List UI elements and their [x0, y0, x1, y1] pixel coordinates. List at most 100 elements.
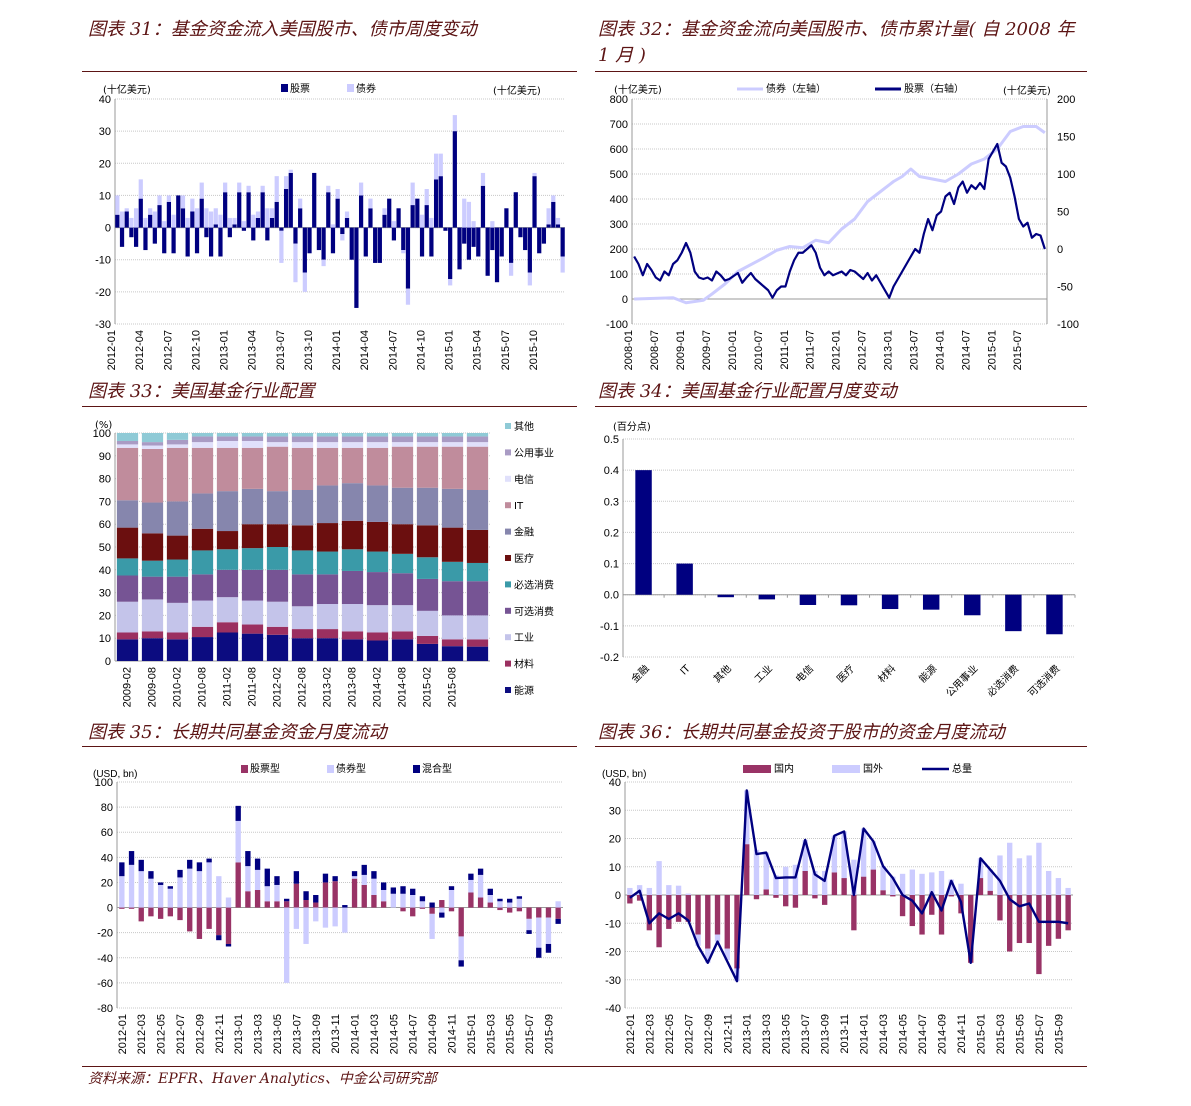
- c36-xtick-label: 2012-05: [664, 1014, 676, 1054]
- c33-bar-segment: [216, 440, 239, 448]
- c35-bar-segment: [138, 859, 144, 872]
- c33-bar-segment: [116, 632, 139, 640]
- c33-bar-segment: [441, 646, 464, 661]
- c35-xtick-label: 2014-09: [427, 1014, 439, 1054]
- c35-xtick-label: 2013-07: [291, 1014, 303, 1054]
- c34-xtick-label: 工业: [752, 663, 775, 686]
- c35-bar-segment: [235, 820, 241, 863]
- c31-ylabel: (十亿美元): [103, 83, 151, 96]
- c32-series-line-bond: [634, 125, 1046, 305]
- c35-bar-segment: [157, 882, 164, 885]
- c33-bar-segment: [466, 615, 489, 640]
- c31-ytick-label: 30: [99, 126, 111, 138]
- c31-bar-segment: [166, 201, 172, 228]
- c31-bar-segment: [223, 192, 228, 228]
- c35-xtick-label: 2013-03: [253, 1014, 265, 1054]
- c36-bar-segment: [1026, 855, 1032, 895]
- c33-bar-segment: [141, 442, 164, 446]
- c33-bar-segment: [191, 447, 214, 494]
- c34-xtick-label: 医疗: [834, 662, 857, 685]
- c35-xtick-label: 2012-07: [175, 1014, 187, 1054]
- c33-ytick-label: 30: [99, 588, 111, 600]
- c31-xtick-label: 2013-04: [247, 330, 259, 370]
- c32-ytick-right-label: 0: [1057, 244, 1063, 256]
- c33-ytick-label: 100: [93, 428, 111, 440]
- c33-bar-segment: [216, 491, 239, 532]
- c31-bar-segment: [274, 201, 279, 228]
- c36-xtick-label: 2014-05: [898, 1014, 910, 1054]
- c31-bar-segment: [490, 221, 495, 228]
- c33-bar-segment: [441, 615, 464, 640]
- c33-bar-segment: [366, 442, 389, 448]
- c33-bar-segment: [166, 639, 189, 661]
- c33-bar-segment: [216, 549, 239, 570]
- c33-legend-label: 金融: [514, 526, 534, 539]
- c31-bar-segment: [508, 227, 514, 263]
- c31-xtick-label: 2012-10: [190, 330, 202, 370]
- c36-bar-segment: [773, 895, 779, 898]
- c35-bar-segment: [235, 805, 241, 821]
- c33-bar-segment: [241, 433, 264, 437]
- c31-bar-segment: [129, 217, 134, 228]
- c35-bar-segment: [119, 876, 125, 908]
- c31-bar-segment: [213, 208, 218, 225]
- c34-bar: [881, 594, 899, 610]
- c35-ytick-label: -60: [97, 978, 113, 990]
- c33-bar-segment: [441, 446, 464, 489]
- c35-bar-segment: [536, 907, 542, 918]
- c33-legend-label: IT: [514, 501, 524, 512]
- c33-bar-segment: [466, 436, 489, 443]
- c36-bar-segment: [1007, 842, 1013, 895]
- c31-xtick-label: 2015-01: [444, 330, 456, 370]
- c36-bar-segment: [763, 889, 769, 895]
- c35-xtick-label: 2014-05: [388, 1014, 400, 1054]
- c33-bar-segment: [216, 447, 239, 492]
- c35-bar-segment: [361, 884, 367, 908]
- c31-bar-segment: [190, 211, 195, 228]
- c33-bar-segment: [391, 487, 414, 525]
- c33-legend-label: 电信: [514, 473, 534, 486]
- c35-bar-segment: [448, 886, 455, 890]
- c35-ytick-label: 60: [101, 827, 113, 839]
- c36-bar-segment: [763, 852, 769, 890]
- c31-bar-segment: [330, 224, 336, 228]
- c31-bar-segment: [143, 217, 148, 228]
- c33-legend-swatch: [505, 449, 511, 456]
- c33-bar-segment: [391, 436, 414, 443]
- c31-bar-segment: [391, 227, 397, 241]
- c36-xtick-label: 2014-09: [937, 1014, 949, 1054]
- c31-bar-segment: [405, 288, 411, 305]
- c31-bar-segment: [129, 227, 134, 238]
- c31-bar-segment: [523, 227, 528, 251]
- c33-bar-segment: [241, 440, 264, 448]
- c31-bar-segment: [480, 185, 486, 228]
- c36-bar-segment: [666, 895, 672, 929]
- c33-bar-segment: [341, 604, 364, 632]
- c31-bar-segment: [162, 221, 167, 228]
- c35-bar-segment: [167, 886, 173, 889]
- c33-ytick-label: 20: [99, 610, 111, 622]
- c33-bar-segment: [191, 550, 214, 575]
- c35-bar-segment: [245, 851, 251, 867]
- c36-bar-segment: [1007, 895, 1013, 952]
- c35-xtick-label: 2015-09: [543, 1014, 555, 1054]
- c32-ytick-right-label: 200: [1057, 94, 1075, 106]
- c31-bar-segment: [269, 217, 275, 228]
- c31-bar-segment: [326, 192, 331, 228]
- chart-35-title-rule: [82, 746, 577, 747]
- c35-bar-segment: [419, 907, 426, 909]
- c35-ytick-label: -80: [97, 1003, 113, 1015]
- c33-bar-segment: [441, 561, 464, 582]
- c35-bar-segment: [507, 907, 513, 913]
- c31-ytick-label: -10: [95, 255, 111, 267]
- c33-bar-segment: [341, 442, 364, 448]
- c33-bar-segment: [166, 602, 189, 633]
- c31-bar-segment: [340, 227, 345, 234]
- c34-bar: [1046, 594, 1063, 635]
- c35-bar-segment: [351, 876, 358, 879]
- c34-ytick-label: -0.2: [600, 652, 619, 664]
- c33-bar-segment: [116, 444, 139, 448]
- c34-xtick-label: 电信: [793, 662, 816, 685]
- c31-bar-segment: [157, 205, 162, 228]
- c31-bar-segment: [302, 272, 307, 292]
